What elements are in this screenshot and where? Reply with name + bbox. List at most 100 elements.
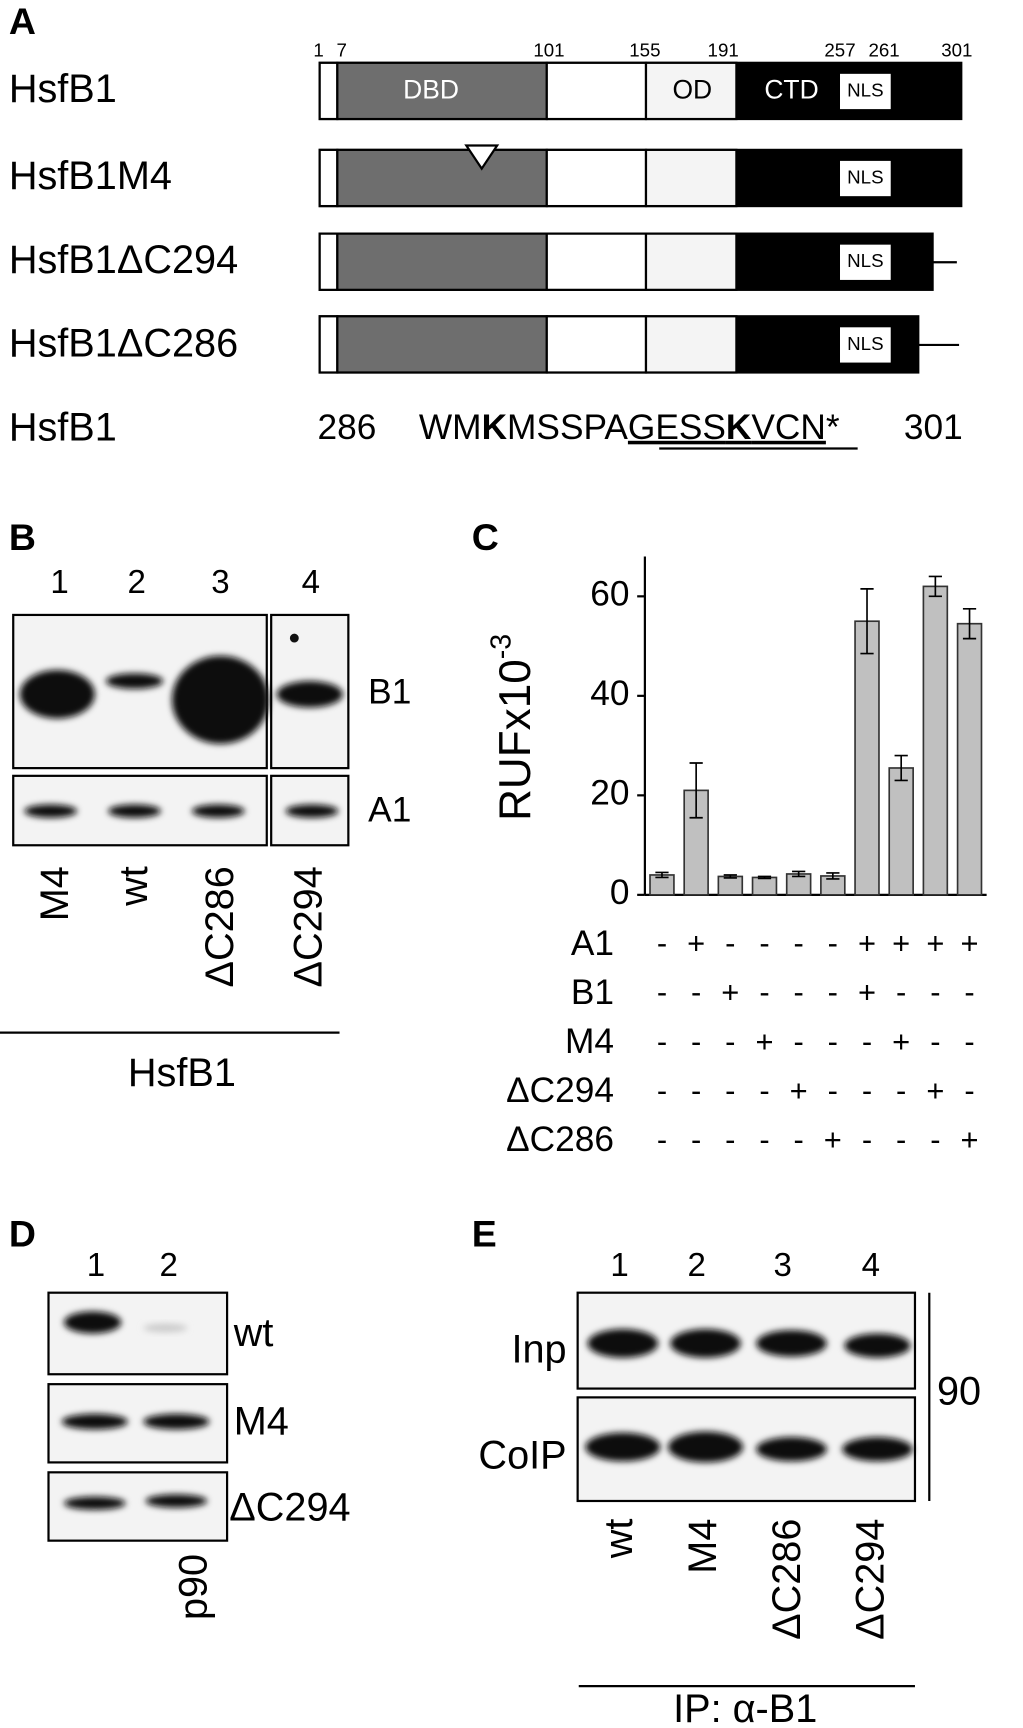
y-axis-title: RUFx10-3 bbox=[485, 634, 540, 821]
blot-label: B1 bbox=[368, 673, 411, 712]
condition-sign: - bbox=[828, 926, 838, 961]
blot bbox=[47, 1291, 229, 1376]
sample-label: wt bbox=[597, 1519, 641, 1560]
condition-sign: - bbox=[964, 975, 974, 1010]
condition-sign: - bbox=[691, 1122, 701, 1157]
y-tick-label: 20 bbox=[590, 774, 629, 813]
position: 301 bbox=[941, 40, 972, 61]
antibody-label: p90 bbox=[172, 1554, 216, 1620]
condition-sign: - bbox=[930, 1024, 940, 1059]
error-bar bbox=[792, 870, 806, 878]
construct-name: HsfB1M4 bbox=[9, 154, 172, 198]
position-numbers: 1 7 101 155 191 257 261 301 bbox=[313, 40, 972, 61]
sequence-end: 301 bbox=[904, 408, 963, 447]
condition-sign: - bbox=[828, 1024, 838, 1059]
blot-label: wt bbox=[233, 1311, 274, 1355]
panel-letter: E bbox=[472, 1212, 497, 1254]
condition-sign: - bbox=[691, 1073, 701, 1108]
error-bar bbox=[689, 762, 703, 819]
condition-sign: + bbox=[858, 926, 876, 961]
condition-sign: - bbox=[759, 926, 769, 961]
condition-sign: - bbox=[725, 1122, 735, 1157]
sequence-start: 286 bbox=[317, 408, 376, 447]
lane-number: 1 bbox=[50, 564, 68, 601]
condition-sign: - bbox=[657, 1122, 667, 1157]
bar bbox=[854, 620, 880, 896]
group-label: IP: α-B1 bbox=[673, 1687, 817, 1728]
bar bbox=[956, 622, 983, 896]
construct-hsfb1: HsfB1 DBD OD CTD NLS bbox=[9, 61, 963, 121]
condition-sign: - bbox=[759, 1073, 769, 1108]
condition-sign: - bbox=[794, 975, 804, 1010]
construct-name: HsfB1 bbox=[9, 67, 117, 111]
condition-sign: + bbox=[687, 926, 705, 961]
domain-label: NLS bbox=[847, 166, 883, 187]
condition-sign: + bbox=[790, 1073, 808, 1108]
condition-sign: - bbox=[930, 975, 940, 1010]
panel-letter: A bbox=[9, 0, 36, 42]
lane-number: 3 bbox=[773, 1247, 791, 1284]
construct-m4: HsfB1M4 NLS bbox=[9, 144, 963, 208]
position: 1 bbox=[313, 40, 323, 61]
blot-label: A1 bbox=[368, 791, 411, 830]
lane-number: 2 bbox=[688, 1247, 706, 1284]
domain-label: NLS bbox=[847, 333, 883, 354]
construct-name: HsfB1ΔC294 bbox=[9, 238, 238, 282]
condition-name: M4 bbox=[565, 1022, 614, 1061]
bar bbox=[751, 876, 778, 896]
sequence-row: HsfB1 286 WMKMSSPAGESSKVCN* 301 bbox=[9, 405, 963, 450]
position: 101 bbox=[533, 40, 564, 61]
condition-sign: + bbox=[926, 926, 944, 961]
condition-sign: - bbox=[964, 1073, 974, 1108]
lane-number: 3 bbox=[211, 564, 229, 601]
condition-sign: - bbox=[930, 1122, 940, 1157]
lane-number: 1 bbox=[87, 1247, 105, 1284]
construct-dc286: HsfB1ΔC286 NLS bbox=[9, 315, 960, 374]
condition-sign: + bbox=[892, 926, 910, 961]
blot-label: Inp bbox=[511, 1328, 566, 1372]
error-bar bbox=[894, 754, 908, 782]
condition-sign: - bbox=[794, 926, 804, 961]
sample-label: ΔC286 bbox=[198, 866, 242, 987]
condition-sign: - bbox=[794, 1122, 804, 1157]
y-tick-label: 60 bbox=[590, 575, 629, 614]
panel-letter: B bbox=[9, 516, 36, 558]
position: 7 bbox=[337, 40, 347, 61]
lane-number: 2 bbox=[159, 1247, 177, 1284]
condition-sign: - bbox=[896, 1073, 906, 1108]
position: 191 bbox=[708, 40, 739, 61]
size-label: 90 bbox=[937, 1370, 981, 1414]
bar bbox=[717, 875, 744, 896]
blot-label: CoIP bbox=[478, 1433, 566, 1477]
condition-sign: - bbox=[896, 975, 906, 1010]
bar bbox=[922, 585, 949, 896]
sample-label: ΔC294 bbox=[286, 866, 330, 987]
condition-sign: - bbox=[794, 1024, 804, 1059]
condition-name: A1 bbox=[571, 924, 614, 963]
condition-sign: - bbox=[828, 975, 838, 1010]
error-bar bbox=[962, 607, 977, 640]
sample-label: M4 bbox=[681, 1519, 725, 1574]
position: 155 bbox=[629, 40, 660, 61]
condition-sign: + bbox=[926, 1073, 944, 1108]
condition-sign: + bbox=[892, 1024, 910, 1059]
condition-sign: - bbox=[725, 926, 735, 961]
sample-label: ΔC294 bbox=[849, 1519, 893, 1640]
condition-sign: - bbox=[828, 1073, 838, 1108]
sample-label: ΔC286 bbox=[765, 1519, 809, 1640]
error-bar bbox=[826, 872, 840, 880]
condition-sign: + bbox=[961, 926, 979, 961]
condition-sign: - bbox=[964, 1024, 974, 1059]
condition-sign: - bbox=[657, 926, 667, 961]
lane-number: 1 bbox=[610, 1247, 628, 1284]
condition-sign: - bbox=[725, 1024, 735, 1059]
condition-sign: - bbox=[896, 1122, 906, 1157]
condition-sign: - bbox=[725, 1073, 735, 1108]
domain-label: OD bbox=[672, 74, 712, 104]
condition-sign: + bbox=[961, 1122, 979, 1157]
error-bar bbox=[723, 874, 737, 879]
condition-sign: - bbox=[691, 1024, 701, 1059]
condition-name: B1 bbox=[571, 973, 614, 1012]
domain-label: CTD bbox=[764, 74, 818, 104]
